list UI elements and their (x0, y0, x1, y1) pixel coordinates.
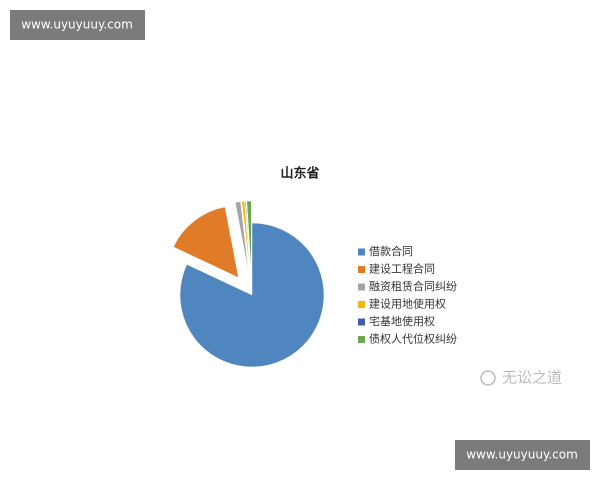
legend-label: 宅基地使用权 (369, 314, 435, 328)
pie-slice (244, 200, 251, 274)
legend-label: 建设工程合同 (369, 262, 435, 276)
pie-slice (179, 222, 325, 368)
legend-swatch (358, 318, 365, 326)
pie-slice (234, 201, 249, 274)
legend-label: 建设用地使用权 (369, 297, 446, 311)
legend-swatch (358, 336, 365, 343)
legend-label: 债权人代位权纠纷 (369, 332, 457, 346)
legend-swatch (358, 248, 365, 256)
legend-swatch (358, 301, 365, 308)
pie-slice (173, 206, 239, 279)
legend-swatch (358, 266, 365, 273)
brand: 无讼之道 (502, 369, 562, 387)
legend-label: 融资租赁合同纠纷 (369, 279, 457, 293)
watermark-box (455, 440, 590, 470)
watermark: www.uyuyuuy.com (466, 448, 578, 462)
brand-icon (480, 370, 496, 386)
chart-title: 山东省 (280, 166, 319, 182)
pie-slice (246, 200, 252, 274)
watermark: www.uyuyuuy.com (21, 18, 133, 32)
pie-slice (241, 201, 251, 274)
watermark-box (10, 10, 145, 40)
legend-label: 借款合同 (369, 244, 413, 258)
legend-swatch (358, 283, 365, 291)
